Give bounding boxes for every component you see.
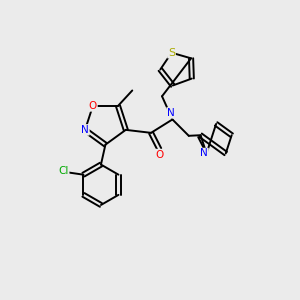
Text: N: N — [81, 125, 89, 135]
Text: O: O — [155, 149, 164, 160]
Text: S: S — [168, 48, 175, 58]
Text: O: O — [89, 101, 97, 111]
Text: N: N — [167, 108, 175, 118]
Text: Cl: Cl — [58, 167, 69, 176]
Text: N: N — [200, 148, 208, 158]
